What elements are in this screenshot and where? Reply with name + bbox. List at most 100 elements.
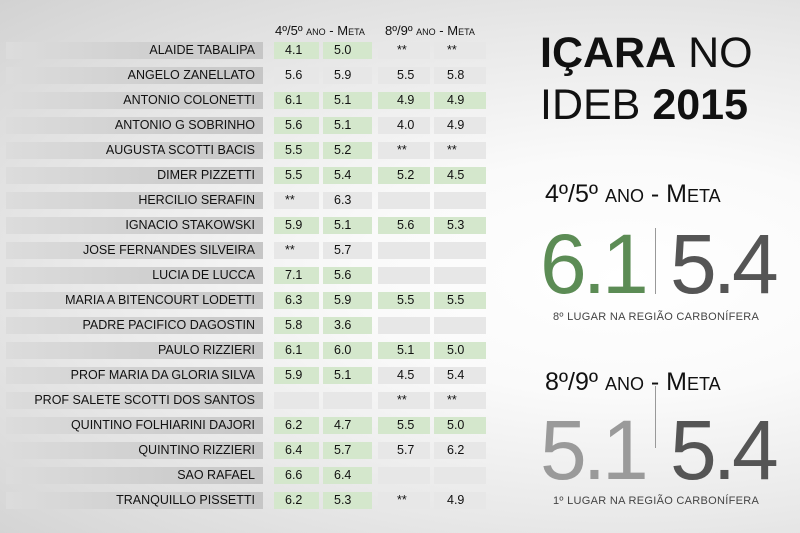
meta-4-5-cell: 4.7 [323, 417, 372, 434]
ideb-8-9-cell: 5.5 [378, 417, 430, 434]
ideb-4-5-cell: 5.6 [274, 67, 319, 84]
ideb-8-9-cell [378, 192, 430, 209]
table-row: PAULO RIZZIERI 6.1 6.0 5.1 5.0 [0, 342, 486, 359]
meta-8-9-cell: 6.2 [434, 442, 486, 459]
ideb-8-9-cell: ** [378, 42, 430, 59]
school-name: QUINTINO FOLHIARINI DAJORI [6, 417, 263, 434]
meta-8-9-cell [434, 242, 486, 259]
school-name: PAULO RIZZIERI [6, 342, 263, 359]
meta-4-5-cell: 5.1 [323, 217, 372, 234]
ideb-8-9-cell: 5.2 [378, 167, 430, 184]
table-row: PADRE PACIFICO DAGOSTIN 5.8 3.6 [0, 317, 486, 334]
ideb-4-5-cell: 5.5 [274, 142, 319, 159]
meta-4-5-cell: 6.3 [323, 192, 372, 209]
ideb-4-5-cell: 5.5 [274, 167, 319, 184]
ideb-4-5-cell: 6.6 [274, 467, 319, 484]
meta-8-9-cell: 4.9 [434, 117, 486, 134]
meta-8-9-cell: 5.0 [434, 417, 486, 434]
ideb-4-5-cell: 5.9 [274, 217, 319, 234]
school-name: AUGUSTA SCOTTI BACIS [6, 142, 263, 159]
page-title-line1: IÇARA NO [540, 29, 753, 77]
meta-8-9-cell: ** [434, 42, 486, 59]
table-row: QUINTINO FOLHIARINI DAJORI 6.2 4.7 5.5 5.0 [0, 417, 486, 434]
table-row: MARIA A BITENCOURT LODETTI 6.3 5.9 5.5 5.5 [0, 292, 486, 309]
meta-8-9-cell: 5.3 [434, 217, 486, 234]
meta-8-9-cell: 5.4 [434, 367, 486, 384]
page-title-line2: IDEB 2015 [540, 81, 748, 129]
ideb-4-5-cell: ** [274, 242, 319, 259]
ideb-4-5-cell: 5.9 [274, 367, 319, 384]
meta-8-9-cell: 4.9 [434, 92, 486, 109]
meta-8-9-cell: 5.8 [434, 67, 486, 84]
meta-4-5-cell: 5.9 [323, 292, 372, 309]
school-name: DIMER PIZZETTI [6, 167, 263, 184]
ideb-4-5-cell: 6.4 [274, 442, 319, 459]
meta-4-5-cell: 5.7 [323, 442, 372, 459]
table-row: SAO RAFAEL 6.6 6.4 [0, 467, 486, 484]
meta-8-9-cell: 4.5 [434, 167, 486, 184]
ideb-4-5-cell: ** [274, 192, 319, 209]
table-row: TRANQUILLO PISSETTI 6.2 5.3 ** 4.9 [0, 492, 486, 509]
table-row: LUCIA DE LUCCA 7.1 5.6 [0, 267, 486, 284]
table-row: JOSE FERNANDES SILVEIRA ** 5.7 [0, 242, 486, 259]
school-name: ANGELO ZANELLATO [6, 67, 263, 84]
ideb-8-9-cell: ** [378, 492, 430, 509]
school-name: LUCIA DE LUCCA [6, 267, 263, 284]
school-name: PROF SALETE SCOTTI DOS SANTOS [6, 392, 263, 409]
meta-4-5-cell: 6.4 [323, 467, 372, 484]
meta-4-5-cell: 6.0 [323, 342, 372, 359]
meta-4-5-cell: 5.7 [323, 242, 372, 259]
school-name: ANTONIO G SOBRINHO [6, 117, 263, 134]
school-name: SAO RAFAEL [6, 467, 263, 484]
ideb-8-9-cell: 5.5 [378, 67, 430, 84]
table-row: ANGELO ZANELLATO 5.6 5.9 5.5 5.8 [0, 67, 486, 84]
school-name: JOSE FERNANDES SILVEIRA [6, 242, 263, 259]
header-4-5-ano-meta: 4º/5º ano - Meta [275, 23, 365, 38]
school-name: ALAIDE TABALIPA [6, 42, 263, 59]
section-4-5-divider [655, 228, 656, 294]
meta-8-9-cell [434, 317, 486, 334]
ideb-8-9-cell: 4.9 [378, 92, 430, 109]
ideb-8-9-cell: 4.5 [378, 367, 430, 384]
ideb-8-9-cell: 5.1 [378, 342, 430, 359]
meta-8-9-cell [434, 192, 486, 209]
school-name: PADRE PACIFICO DAGOSTIN [6, 317, 263, 334]
section-4-5-label: 4º/5º ano - Meta [545, 180, 721, 208]
ideb-4-5-cell: 7.1 [274, 267, 319, 284]
section-8-9-value: 5.1 [540, 403, 649, 497]
ideb-8-9-cell: 5.6 [378, 217, 430, 234]
section-8-9-label: 8º/9º ano - Meta [545, 368, 721, 396]
ideb-4-5-cell: 4.1 [274, 42, 319, 59]
ideb-8-9-cell: 5.7 [378, 442, 430, 459]
ideb-4-5-cell: 6.2 [274, 417, 319, 434]
meta-8-9-cell: ** [434, 142, 486, 159]
meta-4-5-cell [323, 392, 372, 409]
ideb-4-5-cell: 6.1 [274, 342, 319, 359]
school-name: MARIA A BITENCOURT LODETTI [6, 292, 263, 309]
meta-8-9-cell: 4.9 [434, 492, 486, 509]
table-row: ALAIDE TABALIPA 4.1 5.0 ** ** [0, 42, 486, 59]
meta-4-5-cell: 5.0 [323, 42, 372, 59]
table-row: AUGUSTA SCOTTI BACIS 5.5 5.2 ** ** [0, 142, 486, 159]
meta-8-9-cell: 5.0 [434, 342, 486, 359]
table-row: PROF SALETE SCOTTI DOS SANTOS ** ** [0, 392, 486, 409]
table-row: ANTONIO COLONETTI 6.1 5.1 4.9 4.9 [0, 92, 486, 109]
table-row: QUINTINO RIZZIERI 6.4 5.7 5.7 6.2 [0, 442, 486, 459]
ideb-8-9-cell: 5.5 [378, 292, 430, 309]
ideb-8-9-cell [378, 242, 430, 259]
table-row: IGNACIO STAKOWSKI 5.9 5.1 5.6 5.3 [0, 217, 486, 234]
ideb-8-9-cell: 4.0 [378, 117, 430, 134]
meta-8-9-cell [434, 467, 486, 484]
table-row: ANTONIO G SOBRINHO 5.6 5.1 4.0 4.9 [0, 117, 486, 134]
ideb-8-9-cell [378, 317, 430, 334]
meta-4-5-cell: 5.3 [323, 492, 372, 509]
header-8-9-ano-meta: 8º/9º ano - Meta [385, 23, 475, 38]
meta-4-5-cell: 5.2 [323, 142, 372, 159]
meta-8-9-cell [434, 267, 486, 284]
ideb-4-5-cell: 6.1 [274, 92, 319, 109]
meta-4-5-cell: 5.6 [323, 267, 372, 284]
school-name: TRANQUILLO PISSETTI [6, 492, 263, 509]
meta-4-5-cell: 5.1 [323, 117, 372, 134]
ideb-4-5-cell [274, 392, 319, 409]
section-4-5-value: 6.1 [540, 217, 649, 311]
